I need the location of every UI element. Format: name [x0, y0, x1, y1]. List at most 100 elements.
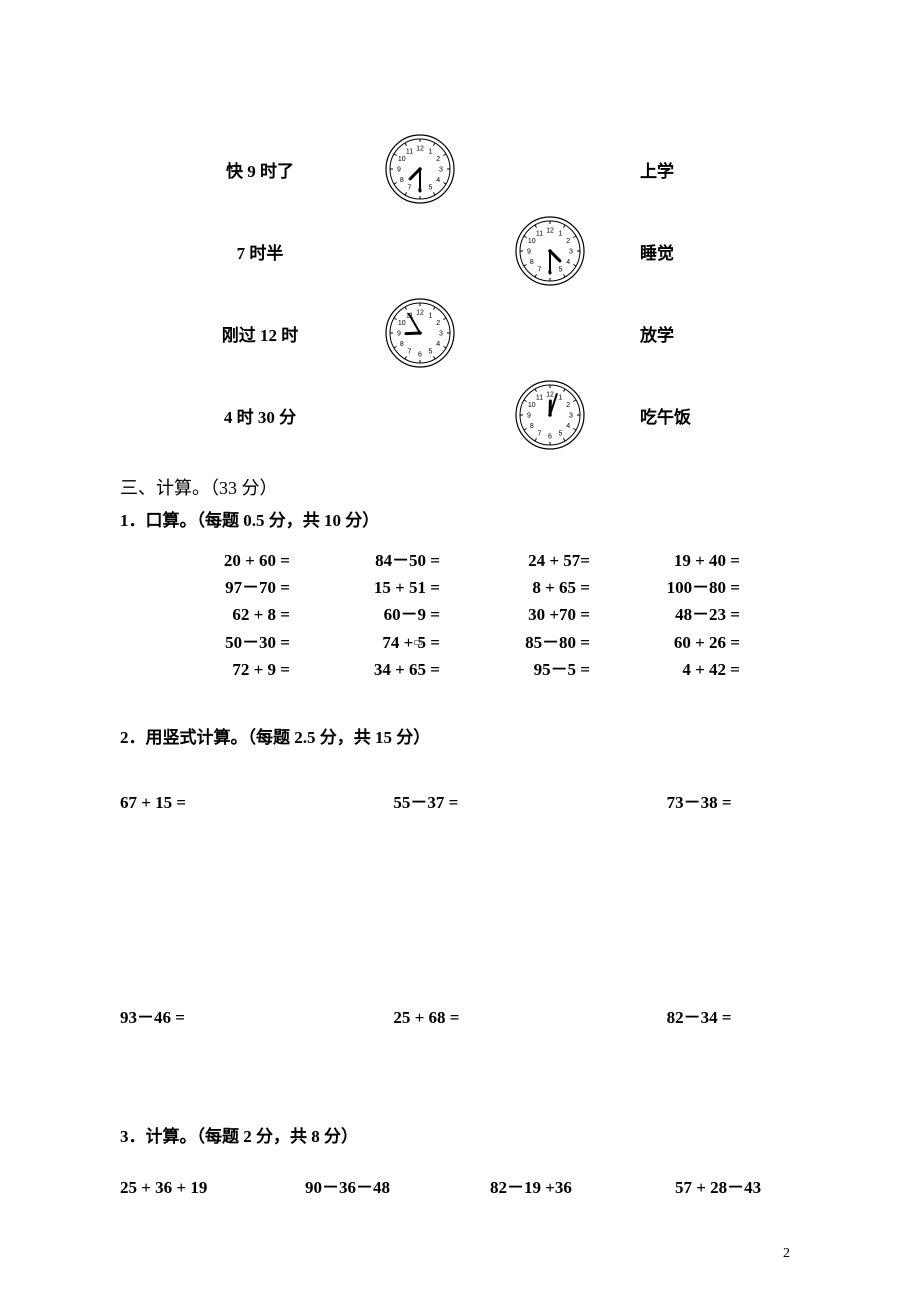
- mental-row-5: 72 + 9 = 34 + 65 = 95－5 = 4 + 42 =: [160, 656, 760, 683]
- svg-text:5: 5: [559, 431, 563, 438]
- svg-text:8: 8: [530, 259, 534, 266]
- svg-text:2: 2: [436, 156, 440, 163]
- svg-text:12: 12: [416, 146, 424, 153]
- mixed-cell: 25 + 36 + 19: [120, 1178, 245, 1198]
- svg-text:9: 9: [527, 249, 531, 256]
- clock-slot-3a: 123456789101112: [355, 294, 485, 372]
- svg-text:11: 11: [536, 394, 543, 401]
- svg-text:5: 5: [429, 185, 433, 192]
- svg-text:3: 3: [439, 167, 443, 174]
- mental-row-1: 20 + 60 = 84－50 = 24 + 57= 19 + 40 =: [160, 547, 760, 574]
- vert-cell: 55－37 =: [393, 788, 526, 813]
- mental-cell: 34 + 65 =: [310, 656, 460, 683]
- svg-text:9: 9: [527, 413, 531, 420]
- svg-text:2: 2: [436, 320, 440, 327]
- svg-text:4: 4: [566, 423, 570, 430]
- svg-text:11: 11: [406, 148, 413, 155]
- mental-cell: 97－70 =: [160, 574, 310, 601]
- vert-row-1: 67 + 15 = 55－37 = 73－38 =: [120, 788, 800, 813]
- svg-text:3: 3: [439, 331, 443, 338]
- clock-slot-1b: [485, 130, 615, 208]
- match-mid-3: 123456789101112: [355, 294, 615, 372]
- clock-icon: 123456789101112: [514, 379, 586, 451]
- svg-text:7: 7: [408, 185, 412, 192]
- svg-text:12: 12: [546, 228, 554, 235]
- svg-text:5: 5: [559, 267, 563, 274]
- match-left-1: 快 9 时了: [190, 157, 330, 182]
- svg-text:7: 7: [538, 431, 542, 438]
- svg-text:12: 12: [546, 392, 554, 399]
- page: 快 9 时了 123456789101112 上学 7 时半 123456789…: [0, 0, 920, 1302]
- mental-cell: 50－30 =: [160, 629, 310, 656]
- clock-slot-4b: 123456789101112: [485, 376, 615, 454]
- match-left-4: 4 时 30 分: [190, 403, 330, 428]
- match-right-2: 睡觉: [640, 239, 730, 264]
- match-right-1: 上学: [640, 157, 730, 182]
- svg-text:10: 10: [398, 156, 406, 163]
- svg-text:1: 1: [429, 148, 433, 155]
- mental-cell: 4 + 42 =: [610, 656, 760, 683]
- vert-cell: 93－46 =: [120, 1003, 253, 1028]
- mental-cell: 48－23 =: [610, 601, 760, 628]
- match-mid-2: 123456789101112: [355, 212, 615, 290]
- mental-cell: 15 + 51 =: [310, 574, 460, 601]
- mental-cell: 85－80 =: [460, 629, 610, 656]
- clock-icon: 123456789101112: [384, 297, 456, 369]
- work-space-2: [120, 1028, 800, 1118]
- part1-title: 1．口算。（每题 0.5 分，共 10 分）: [120, 506, 800, 531]
- match-left-3: 刚过 12 时: [190, 321, 330, 346]
- svg-text:10: 10: [528, 238, 536, 245]
- mental-cell: 95－5 =: [460, 656, 610, 683]
- mental-cell: 84－50 =: [310, 547, 460, 574]
- svg-text:9: 9: [397, 167, 401, 174]
- match-row-2: 7 时半 123456789101112 睡觉: [190, 212, 730, 290]
- svg-text:1: 1: [559, 230, 563, 237]
- vert-cell: 67 + 15 =: [120, 793, 253, 813]
- work-space-1: [120, 813, 800, 963]
- svg-text:4: 4: [436, 177, 440, 184]
- mental-grid: 20 + 60 = 84－50 = 24 + 57= 19 + 40 = 97－…: [160, 547, 760, 683]
- mental-cell: 24 + 57=: [460, 547, 610, 574]
- match-left-2: 7 时半: [190, 239, 330, 264]
- clock-slot-1a: 123456789101112: [355, 130, 485, 208]
- svg-text:6: 6: [418, 352, 422, 359]
- svg-text:9: 9: [397, 331, 401, 338]
- mental-cell: 74 + 5 =: [310, 629, 460, 656]
- svg-text:2: 2: [566, 402, 570, 409]
- svg-text:4: 4: [566, 259, 570, 266]
- svg-text:3: 3: [569, 249, 573, 256]
- mental-cell: 72 + 9 =: [160, 656, 310, 683]
- match-mid-4: 123456789101112: [355, 376, 615, 454]
- svg-text:8: 8: [400, 177, 404, 184]
- svg-text:11: 11: [536, 230, 543, 237]
- svg-text:2: 2: [566, 238, 570, 245]
- mental-cell: 100－80 =: [610, 574, 760, 601]
- svg-text:1: 1: [429, 312, 433, 319]
- svg-text:4: 4: [436, 341, 440, 348]
- svg-text:6: 6: [548, 434, 552, 441]
- artifact-box: [414, 640, 422, 645]
- mental-cell: 30 +70 =: [460, 601, 610, 628]
- svg-text:12: 12: [416, 310, 424, 317]
- mixed-cell: 82－19 +36: [490, 1173, 615, 1198]
- match-row-4: 4 时 30 分 123456789101112 吃午饭: [190, 376, 730, 454]
- mental-cell: 8 + 65 =: [460, 574, 610, 601]
- mental-cell: 20 + 60 =: [160, 547, 310, 574]
- svg-text:7: 7: [408, 349, 412, 356]
- match-right-4: 吃午饭: [640, 403, 730, 428]
- page-number: 2: [783, 1246, 790, 1262]
- clock-slot-2a: [355, 212, 485, 290]
- mental-cell: 60 + 26 =: [610, 629, 760, 656]
- matching-section: 快 9 时了 123456789101112 上学 7 时半 123456789…: [190, 130, 730, 454]
- svg-text:1: 1: [559, 394, 563, 401]
- clock-icon: 123456789101112: [384, 133, 456, 205]
- vert-cell: 25 + 68 =: [393, 1008, 526, 1028]
- mixed-row: 25 + 36 + 19 90－36－48 82－19 +36 57 + 28－…: [120, 1173, 800, 1198]
- mental-row-2: 97－70 = 15 + 51 = 8 + 65 = 100－80 =: [160, 574, 760, 601]
- svg-text:8: 8: [530, 423, 534, 430]
- match-row-1: 快 9 时了 123456789101112 上学: [190, 130, 730, 208]
- svg-text:10: 10: [528, 402, 536, 409]
- section3-heading: 三、计算。（33 分）: [120, 474, 800, 500]
- svg-text:8: 8: [400, 341, 404, 348]
- clock-slot-3b: [485, 294, 615, 372]
